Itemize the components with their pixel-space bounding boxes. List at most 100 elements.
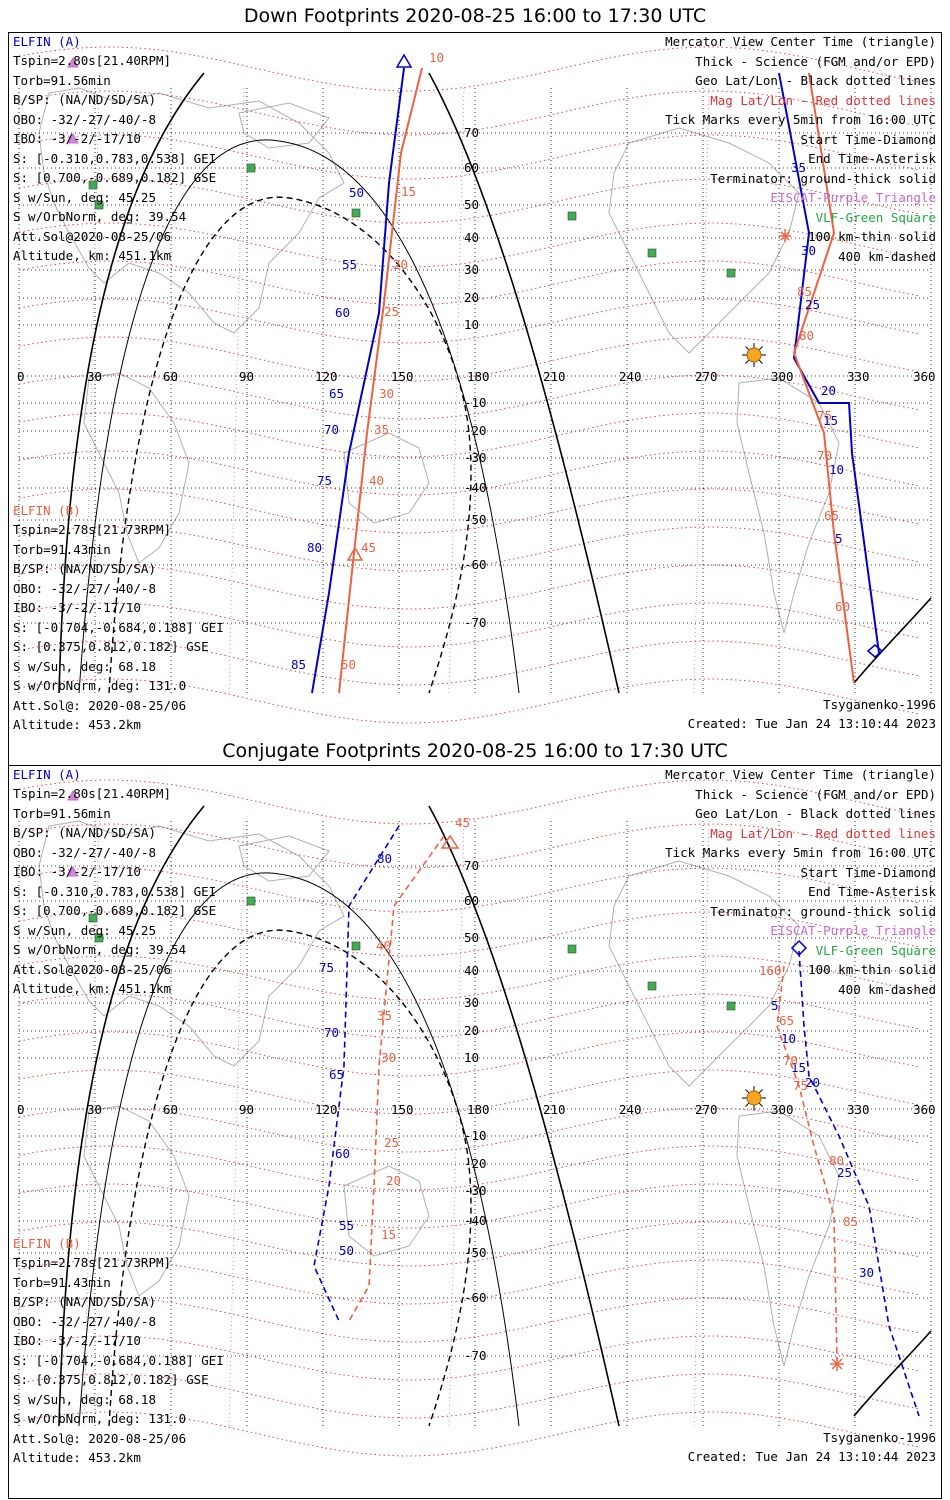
elfin-a-info-line: S w/Sun, deg: 45.25 [13, 922, 156, 938]
elfin-a-info-line: Tspin=2.80s[21.40RPM] [13, 786, 172, 801]
track-tick-label: 15 [791, 1060, 807, 1075]
lon-tick-label: 120 [315, 369, 338, 384]
legend-line: Start Time-Diamond [800, 864, 936, 880]
elfin-a-center-triangle [395, 53, 413, 68]
elfin-b-header: ELFIN (B) [13, 503, 81, 518]
vlf-green-square [726, 1001, 736, 1011]
lon-tick-label: 120 [315, 1102, 338, 1117]
legend-line: 100 km-thin solid [808, 962, 936, 977]
elfin-a-info-line: OBO: -32/-27/-40/-8 [13, 844, 156, 860]
map-canvas [18, 779, 932, 1457]
legend-line: Mag Lat/Lon - Red dotted lines [710, 92, 936, 108]
lon-tick-label: 360 [913, 369, 936, 384]
track-tick-label: 85 [797, 284, 813, 299]
lon-tick-label: 360 [913, 1102, 936, 1117]
lon-tick-label: 240 [619, 1102, 642, 1117]
lat-tick-label: -60 [464, 557, 487, 572]
lat-tick-label: -50 [464, 512, 487, 527]
created-timestamp: Created: Tue Jan 24 13:10:44 2023 [687, 716, 936, 731]
conjugate-footprints-map: 0 30 60 90 120 150 180 210 240 270 300 330 360 70 60 50… [8, 765, 942, 1499]
lat-tick-label: 60 [464, 160, 480, 175]
track-tick-label: 40 [369, 473, 385, 488]
lon-tick-label: 180 [467, 369, 490, 384]
lon-tick-label: 0 [17, 1102, 25, 1117]
vlf-green-square [647, 248, 657, 258]
down-footprints-map: 0 30 60 90 120 150 180 210 240 270 300 330 360 70 60 50… [8, 32, 942, 766]
track-tick-label: 80 [377, 851, 393, 866]
lon-tick-label: 0 [17, 369, 25, 384]
orbit-tracks [311, 53, 884, 694]
legend-line: Thick - Science (FGM and/or EPD) [695, 53, 936, 69]
track-tick-label: 30 [379, 386, 395, 401]
track-tick-label: 60 [335, 1146, 351, 1161]
elfin-b-info-line: Torb=91.43min [13, 1274, 111, 1290]
elfin-b-info-line: S w/Sun, deg: 68.18 [13, 658, 156, 674]
track-tick-label: 85 [291, 657, 307, 672]
lon-tick-label: 30 [87, 369, 103, 384]
lat-tick-label: 10 [464, 317, 480, 332]
track-tick-label: 65 [824, 508, 840, 523]
vlf-green-square [94, 200, 104, 210]
track-tick-label: 70 [817, 448, 833, 463]
lon-tick-label: 60 [163, 1102, 179, 1117]
lon-tick-label: 90 [239, 369, 255, 384]
track-tick-label: 20 [393, 257, 409, 272]
track-tick-label: 50 [349, 185, 365, 200]
track-tick-label: 55 [339, 1218, 355, 1233]
track-tick-label: 70 [324, 1025, 340, 1040]
elfin-b-info-line: IBO: -3/-2/-17/10 [13, 1333, 141, 1348]
elfin-a-info-line: Att.Sol@2020-08-25/06 [13, 961, 172, 977]
track-tick-label: 80 [307, 540, 323, 555]
vlf-green-square [567, 211, 577, 221]
lon-tick-label: 270 [695, 369, 718, 384]
terminator-curves [58, 805, 932, 1427]
elfin-b-header: ELFIN (B) [13, 1236, 81, 1251]
track-tick-label: 25 [837, 1165, 853, 1180]
mag-grid [18, 779, 920, 1457]
track-tick-label: 60 [335, 305, 351, 320]
lon-tick-label: 90 [239, 1102, 255, 1117]
legend-line: Mercator View Center Time (triangle) [665, 34, 936, 49]
legend-line: End Time-Asterisk [808, 884, 936, 899]
sun-icon [742, 1086, 766, 1110]
elfin-b-info-line: OBO: -32/-27/-40/-8 [13, 1313, 156, 1329]
elfin-b-info-line: S: [0.375,0.812,0.182] GSE [13, 639, 209, 654]
elfin-b-info-line: OBO: -32/-27/-40/-8 [13, 580, 156, 596]
vlf-stations [88, 896, 736, 1011]
lat-tick-label: -10 [464, 395, 487, 410]
elfin-b-info-line: S w/OrbNorm, deg: 131.0 [13, 1411, 187, 1426]
lat-tick-label: 40 [464, 963, 480, 978]
vlf-green-square [88, 180, 98, 190]
track-tick-label: 45 [361, 540, 377, 555]
track-tick-label: 70 [324, 422, 340, 437]
lat-tick-label: -20 [464, 423, 487, 438]
elfin-b-info-line: S: [-0.704,-0.684,0.188] GEI [13, 1352, 224, 1368]
legend-line: Geo Lat/Lon - Black dotted lines [695, 806, 936, 821]
elfin-b-info-line: IBO: -3/-2/-17/10 [13, 600, 141, 615]
lon-tick-label: 330 [847, 1102, 870, 1117]
lat-tick-label: 50 [464, 197, 480, 212]
legend-line: EISCAT-Purple Triangle [770, 923, 936, 938]
track-tick-label: 80 [799, 328, 815, 343]
track-tick-label: 35 [377, 1008, 393, 1023]
elfin-a-info-line: Altitude, km: 451.1km [13, 981, 172, 996]
geo-grid [18, 88, 932, 693]
lat-tick-label: -10 [464, 1128, 487, 1143]
elfin-b-info-line: Att.Sol@: 2020-08-25/06 [13, 697, 187, 713]
sun-icon [742, 343, 766, 367]
legend-line: Tick Marks every 5min from 16:00 UTC [665, 112, 936, 127]
legend-line: Mercator View Center Time (triangle) [665, 767, 936, 782]
lon-tick-label: 150 [391, 369, 414, 384]
legend-line: 400 km-dashed [838, 248, 936, 264]
track-tick-label: 20 [821, 383, 837, 398]
lat-tick-label: -40 [464, 480, 487, 495]
map-canvas [18, 46, 932, 724]
legend-line: Terminator: ground-thick solid [710, 903, 936, 919]
track-tick-label: 65 [329, 1067, 345, 1082]
elfin-a-header: ELFIN (A) [13, 34, 81, 49]
elfin-b-info-line: B/SP: (NA/ND/SD/SA) [13, 1294, 156, 1309]
vlf-green-square [726, 268, 736, 278]
vlf-green-square [246, 896, 256, 906]
lat-tick-label: 30 [464, 262, 480, 277]
track-tick-label: 65 [779, 1013, 795, 1028]
